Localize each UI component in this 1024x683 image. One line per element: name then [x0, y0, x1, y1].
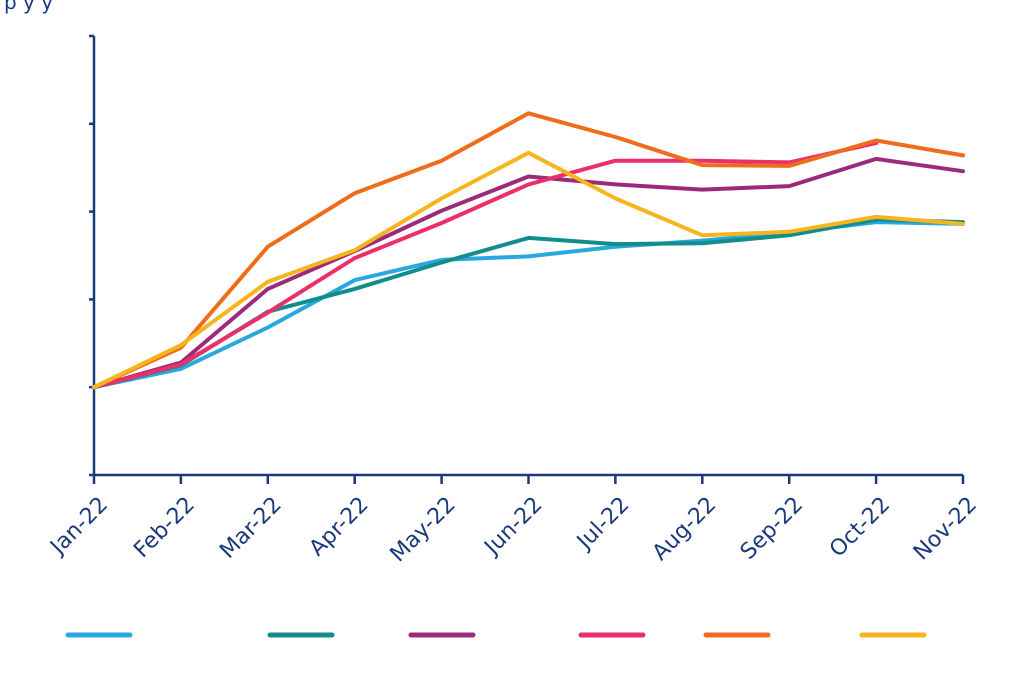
chart-axes — [89, 34, 965, 484]
series-line-5 — [92, 111, 965, 390]
clipped-title-text: p y y — [4, 0, 54, 14]
x-axis-labels: Jan-22 Feb-22 Mar-22 Apr-22 May-22 Jun-22 Jul-… — [45, 492, 982, 567]
x-tick-label: Nov-22 — [909, 492, 982, 565]
series-line-1 — [92, 220, 965, 390]
x-tick-label: Aug-22 — [648, 492, 721, 565]
series-line-4 — [92, 141, 879, 390]
x-tick-label: Sep-22 — [736, 492, 808, 564]
x-tick-label: May-22 — [386, 492, 461, 567]
x-tick-label: Oct-22 — [825, 492, 895, 562]
x-tick-label: Mar-22 — [215, 492, 286, 563]
x-tick-label: Jul-22 — [571, 492, 634, 555]
series-line-6 — [92, 150, 965, 390]
chart-series-lines — [92, 111, 965, 390]
x-tick-label: Feb-22 — [129, 492, 200, 563]
series-line-2 — [92, 217, 965, 390]
x-tick-label: Apr-22 — [305, 492, 374, 561]
x-tick-label: Jun-22 — [479, 492, 548, 561]
x-tick-label: Jan-22 — [45, 492, 113, 560]
series-line-3 — [92, 156, 965, 390]
